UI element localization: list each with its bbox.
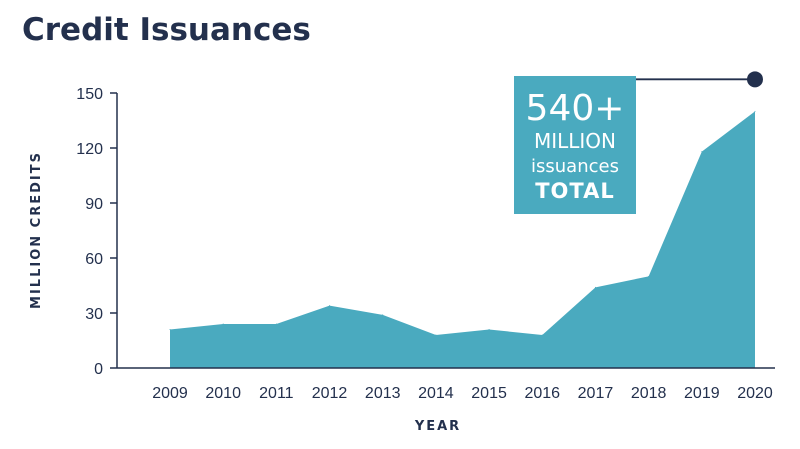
- x-tick-label: 2020: [737, 385, 773, 402]
- callout-total-value: 540+: [526, 88, 625, 129]
- x-tick-label: 2012: [312, 385, 348, 402]
- data-point: [594, 286, 596, 288]
- callout-marker: [747, 71, 763, 88]
- x-tick-label: 2009: [152, 385, 188, 402]
- data-point: [754, 110, 756, 112]
- callout-total-label: TOTAL: [535, 179, 615, 203]
- data-point: [541, 334, 543, 336]
- y-axis-label: MILLION CREDITS: [29, 151, 44, 309]
- data-point: [648, 275, 650, 277]
- x-tick-label: 2014: [418, 385, 454, 402]
- data-point: [329, 305, 331, 307]
- data-point: [488, 329, 490, 330]
- x-tick-label: 2016: [524, 385, 560, 402]
- x-tick-label: 2015: [471, 385, 507, 402]
- area-series: [170, 111, 755, 368]
- y-tick-label: 120: [76, 141, 103, 158]
- data-point: [275, 323, 277, 325]
- plot-area: 0 30 60 90 120 150 2009 2010 2011 2012 2013 2014 201…: [76, 86, 775, 402]
- x-tick-label: 2018: [631, 385, 667, 402]
- y-tick-label: 30: [85, 306, 103, 323]
- x-tick-label: 2013: [365, 385, 401, 402]
- y-tick-label: 0: [94, 361, 103, 378]
- data-point: [701, 151, 703, 153]
- data-point: [222, 323, 224, 325]
- x-tick-label: 2010: [205, 385, 241, 402]
- x-axis-label: YEAR: [414, 419, 461, 434]
- data-point: [435, 334, 437, 336]
- callout-unit: MILLION: [534, 129, 616, 153]
- y-tick-label: 150: [76, 86, 103, 103]
- callout-box: [514, 76, 636, 214]
- callout-descriptor: issuances: [531, 156, 619, 177]
- data-point: [382, 314, 384, 316]
- x-tick-label: 2019: [684, 385, 720, 402]
- total-callout: 540+ MILLION issuances TOTAL: [514, 71, 763, 214]
- x-tick-label: 2017: [578, 385, 614, 402]
- data-point: [169, 329, 171, 330]
- chart-title: Credit Issuances: [22, 12, 311, 48]
- y-tick-label: 90: [85, 196, 103, 213]
- y-tick-label: 60: [85, 251, 103, 268]
- x-tick-label: 2011: [259, 385, 294, 402]
